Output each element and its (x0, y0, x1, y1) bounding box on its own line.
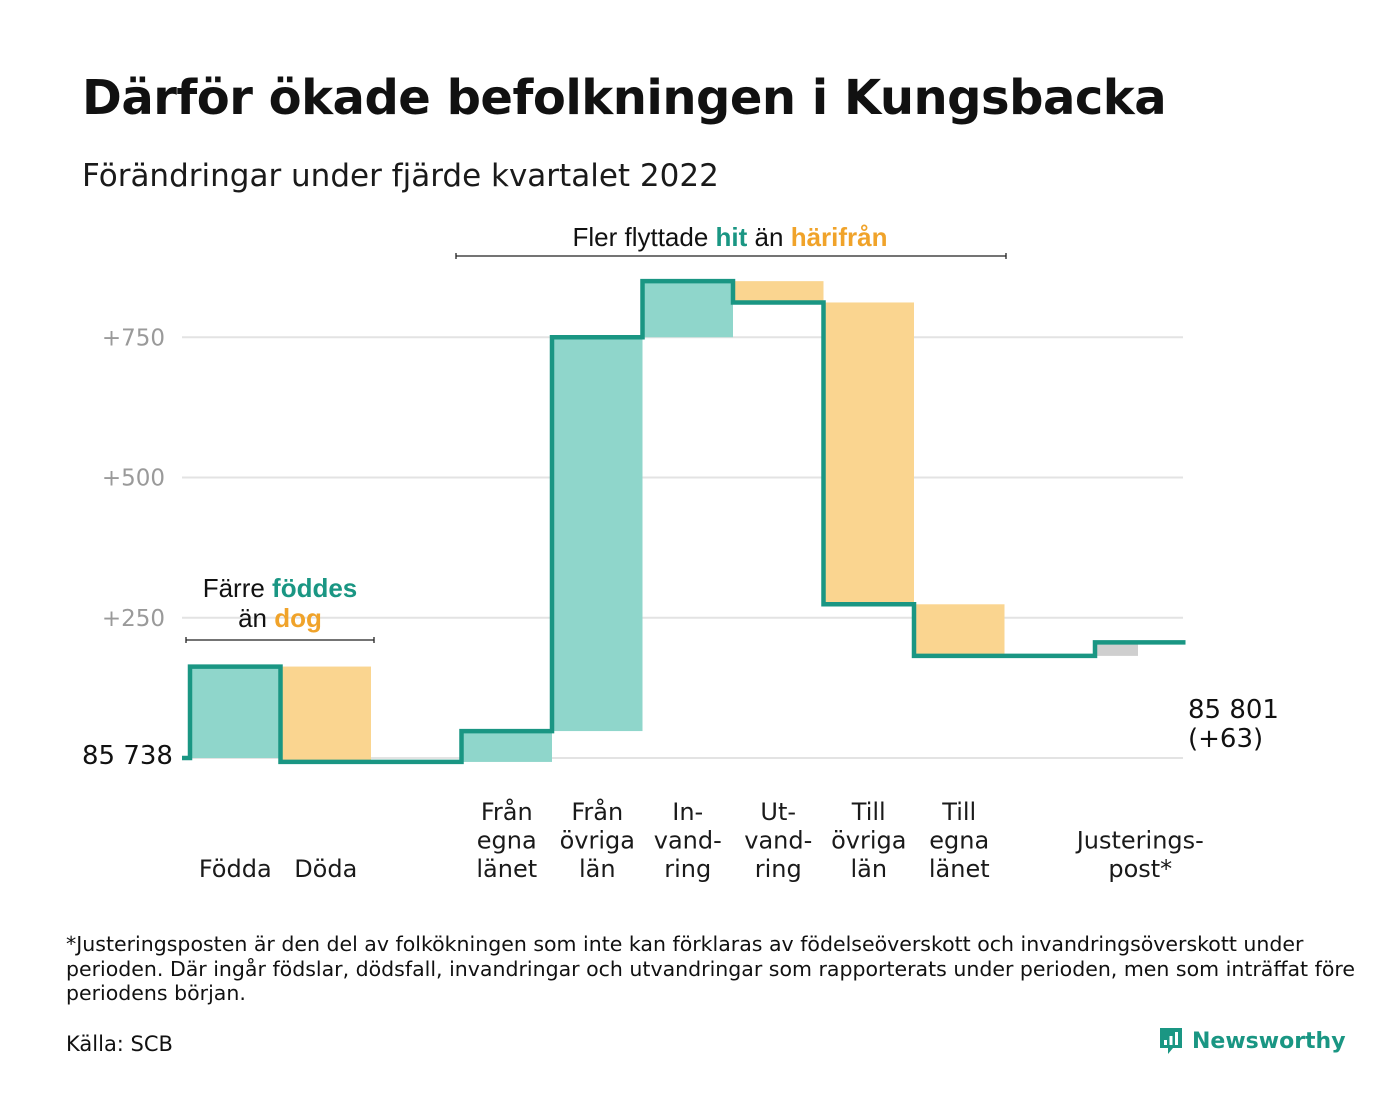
bars (190, 281, 1138, 762)
category-label: Justerings- (1075, 827, 1204, 855)
annotation-text: Fler flyttade (572, 222, 715, 252)
category-label: länet (929, 855, 990, 883)
annotation-highlight-hit: hit (716, 222, 748, 252)
y-tick-label: +500 (102, 466, 165, 492)
annotation-moves-bracket (455, 253, 1007, 259)
bar-inflow (461, 731, 552, 762)
end-value-label: 85 801 (1188, 695, 1279, 725)
category-label: Döda (294, 855, 357, 883)
category-label: egna (477, 827, 537, 855)
category-label: länet (476, 855, 537, 883)
category-label: vand- (654, 827, 722, 855)
category-label: Från (481, 797, 533, 826)
annotation-text: än (238, 603, 274, 633)
end-change-label: (+63) (1188, 724, 1263, 754)
bar-outflow (733, 281, 824, 303)
chart-title: Därför ökade befolkningen i Kungsbacka (82, 70, 1167, 126)
category-label: Till (941, 798, 976, 826)
category-label: In- (672, 798, 703, 826)
category-label: ring (755, 855, 802, 883)
category-label: vand- (744, 827, 812, 855)
annotation-births-line2: än dog (238, 603, 322, 633)
y-tick-label: +250 (102, 606, 165, 632)
source-label: Källa: SCB (66, 1032, 173, 1056)
bar-outflow (823, 302, 914, 605)
category-label: post* (1108, 855, 1172, 883)
y-axis-ticks: +250 +500 +750 (102, 325, 165, 632)
annotation-births-line1: Färre föddes (203, 573, 358, 603)
category-label: Till (851, 798, 886, 826)
newsworthy-logo-icon (1160, 1028, 1182, 1054)
annotation-highlight-away: härifrån (791, 222, 888, 252)
start-value-label: 85 738 (82, 741, 173, 771)
chart-subtitle: Förändringar under fjärde kvartalet 2022 (82, 158, 719, 194)
annotation-moves: Fler flyttade hit än härifrån (572, 222, 887, 252)
cumulative-population-line (182, 278, 1186, 765)
bar-inflow (552, 337, 643, 732)
annotation-text: Färre (203, 573, 272, 603)
annotation-text: än (747, 222, 790, 252)
category-label: Födda (199, 855, 272, 883)
y-tick-label: +750 (102, 325, 165, 351)
category-label: län (850, 855, 887, 883)
category-label: län (579, 855, 616, 883)
bar-outflow (280, 666, 371, 762)
annotation-highlight-hit: föddes (272, 573, 357, 603)
cumulative-line-layer (182, 278, 1186, 765)
category-label: egna (929, 827, 989, 855)
category-label: övriga (831, 827, 906, 855)
waterfall-chart: +250+500+750 Födda DödaFrånegnalänetFrånö… (82, 222, 1279, 883)
bar-inflow (642, 281, 733, 338)
footnote: *Justeringsposten är den del av folkökni… (66, 932, 1355, 1005)
bar-inflow (190, 666, 281, 758)
category-label: ring (664, 855, 711, 883)
category-label: Ut- (760, 798, 796, 826)
annotation-births-bracket (185, 637, 375, 643)
brand-name: Newsworthy (1192, 1028, 1346, 1054)
category-label: övriga (560, 827, 635, 855)
category-labels: Födda DödaFrånegnalänetFrånövrigalänIn-va… (199, 797, 1204, 883)
bar-outflow (914, 604, 1005, 656)
category-label: Från (571, 797, 623, 826)
brand-logo: Newsworthy (1158, 1026, 1346, 1056)
annotation-highlight-away: dog (274, 603, 322, 633)
bar-adjustment (1097, 642, 1138, 656)
